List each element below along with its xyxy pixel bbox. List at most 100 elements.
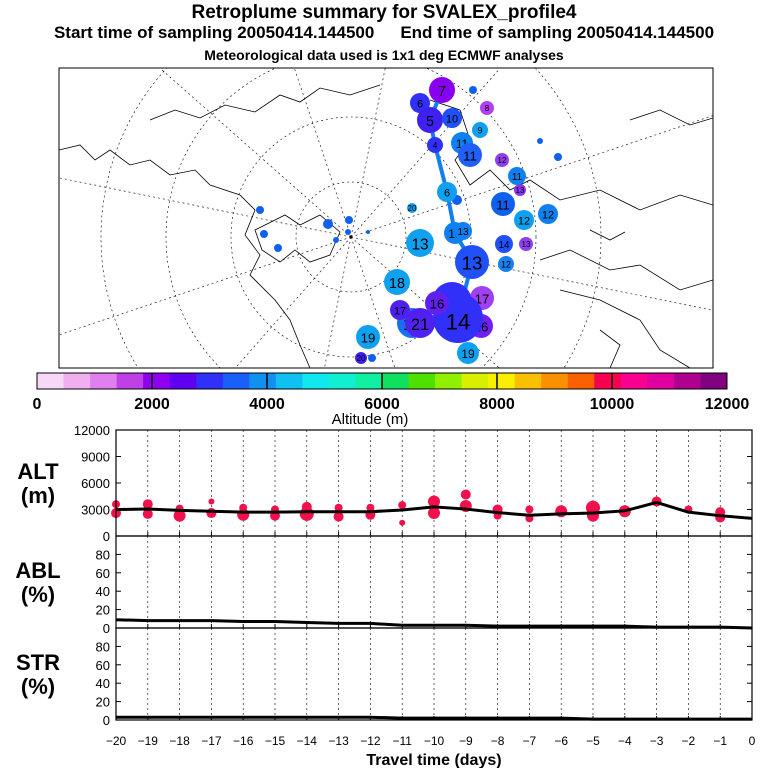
- map-marker-label: 20: [408, 204, 417, 213]
- map-marker-label: 16: [430, 296, 445, 311]
- map-marker-label: 12: [498, 156, 507, 165]
- map-marker-label: 11: [496, 197, 510, 212]
- colorbar-cell: [143, 373, 171, 389]
- map-marker-label: 6: [444, 188, 450, 200]
- map-marker: [519, 237, 533, 251]
- colorbar-cell: [37, 373, 65, 389]
- colorbar-cell: [567, 373, 595, 389]
- map-marker: [355, 352, 367, 364]
- x-tick-label: −19: [138, 734, 159, 748]
- x-tick-label: −12: [360, 734, 381, 748]
- y-tick-label: 60: [96, 658, 110, 673]
- y-tick-label: 80: [96, 639, 110, 654]
- colorbar-cell: [514, 373, 542, 389]
- map-minor-marker: [368, 354, 376, 362]
- meridian-line: [159, 68, 352, 238]
- time-series-panels: 030006000900012000ALT(m)020406080ABL(%)0…: [15, 423, 755, 768]
- y-tick-label: 20: [96, 695, 110, 710]
- map-marker: [514, 210, 534, 230]
- sampling-times: Start time of sampling 20050414.144500 En…: [0, 23, 768, 43]
- colorbar-cell: [249, 373, 277, 389]
- map-marker-label: 6: [417, 99, 423, 111]
- x-tick-label: −11: [392, 734, 412, 748]
- panel-alt: 0 3000 6000 9000 12000 ALT(m): [17, 423, 753, 544]
- map-marker-label: 17: [475, 291, 490, 306]
- y-tick-label: 20: [96, 603, 110, 618]
- map-marker: [417, 107, 443, 133]
- map-marker: [455, 245, 489, 279]
- meridian-line: [59, 236, 352, 336]
- map-marker-label: 21: [411, 316, 429, 334]
- meridian-line: [294, 68, 352, 238]
- colorbar-cell: [222, 373, 250, 389]
- map-marker: [538, 204, 558, 224]
- alt-data-point: [428, 495, 440, 508]
- map-frame: [58, 67, 714, 369]
- x-tick-label: −5: [586, 734, 600, 748]
- map-marker: [458, 143, 482, 167]
- y-tick-label: 80: [96, 547, 110, 562]
- alt-data-point: [460, 489, 471, 500]
- alt-data-point: [525, 505, 534, 514]
- map-marker-label: 4: [433, 141, 438, 151]
- colorbar: 0 2000 4000 6000 8000 10000 12000 Altitude (m): [33, 372, 749, 428]
- map-minor-marker: [345, 229, 351, 235]
- map-marker: [390, 300, 410, 320]
- meridian-line: [350, 236, 396, 368]
- colorbar-cell: [488, 373, 516, 389]
- map-marker-label: 12: [518, 216, 530, 228]
- y-tick-label: 60: [96, 566, 110, 581]
- y-tick-label: 9000: [81, 450, 110, 465]
- map-marker-label: 12: [542, 210, 554, 222]
- trajectory-markers: 7658109114121113111211126201318131916121…: [256, 77, 562, 364]
- x-tick-label: 0: [749, 734, 756, 748]
- y-tick-label: 3000: [81, 503, 110, 518]
- y-tick-label: 12000: [74, 423, 110, 438]
- colorbar-tick-label: 4000: [249, 396, 285, 413]
- alt-data-point: [142, 508, 153, 519]
- map-marker: [406, 229, 434, 257]
- map-minor-marker: [537, 138, 543, 144]
- map-marker: [356, 325, 380, 349]
- coastlines: [59, 84, 713, 368]
- colorbar-tick-label: 0: [33, 396, 42, 413]
- map-marker-label: 13: [522, 240, 531, 249]
- colorbar-tick-label: 8000: [479, 396, 515, 413]
- map-minor-marker: [366, 230, 370, 234]
- x-tick-label: −10: [424, 734, 445, 748]
- map-marker: [384, 269, 410, 295]
- y-tick-label: 0: [103, 529, 110, 544]
- colorbar-cell: [620, 373, 648, 389]
- map-marker-label: 19: [361, 330, 376, 345]
- map-marker-label: 14: [446, 309, 470, 334]
- map-minor-marker: [345, 216, 353, 224]
- colorbar-cell: [196, 373, 224, 389]
- map-marker-label: 11: [512, 172, 523, 183]
- chart-title: Retroplume summary for SVALEX_profile4: [191, 2, 577, 23]
- map-minor-marker: [260, 230, 268, 238]
- meridian-line: [324, 236, 352, 368]
- map-minor-marker: [469, 86, 477, 94]
- alt-data-point: [299, 506, 314, 521]
- map-marker: [454, 222, 472, 240]
- map-marker: [429, 77, 455, 103]
- colorbar-cell: [90, 373, 118, 389]
- alt-data-point: [142, 499, 153, 510]
- colorbar-cell: [328, 373, 356, 389]
- start-time: Start time of sampling 20050414.144500: [53, 23, 375, 42]
- x-tick-label: −9: [459, 734, 473, 748]
- map-marker: [508, 167, 526, 185]
- end-time: End time of sampling 20050414.144500: [400, 23, 715, 42]
- alt-median-line: [115, 500, 753, 520]
- y-tick-label: 6000: [81, 476, 110, 491]
- map-marker: [514, 184, 526, 196]
- colorbar-cell: [673, 373, 701, 389]
- abl-series-line: [115, 618, 753, 630]
- map-minor-marker: [333, 237, 339, 243]
- alt-data-point: [366, 503, 375, 512]
- meridian-line: [350, 68, 501, 238]
- meridian-line: [350, 68, 386, 238]
- alt-data-point: [399, 519, 406, 526]
- map-marker-label: 5: [426, 114, 434, 130]
